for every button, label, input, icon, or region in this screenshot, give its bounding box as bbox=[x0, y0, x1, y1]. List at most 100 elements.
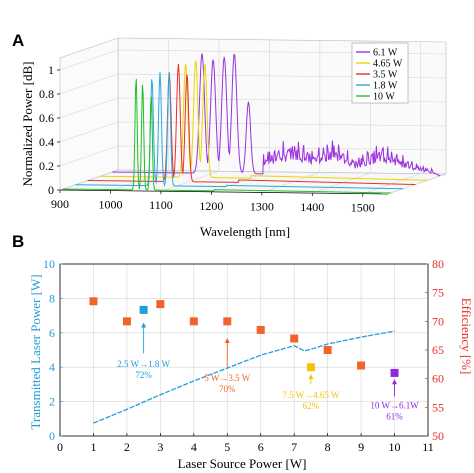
grid-line-wavelength bbox=[261, 40, 321, 193]
left-y-tick-label: 8 bbox=[49, 291, 55, 305]
efficiency-point bbox=[223, 317, 232, 326]
grid-line-height bbox=[59, 97, 447, 119]
efficiency-point bbox=[139, 305, 148, 314]
panel-a-x-axis-label: Wavelength [nm] bbox=[200, 224, 290, 239]
x-tick-label: 1500 bbox=[351, 201, 375, 215]
annotation-arrowhead bbox=[224, 337, 230, 343]
right-y-tick-label: 55 bbox=[432, 400, 444, 414]
y-tick-label: 0.8 bbox=[39, 87, 54, 101]
right-y-tick-label: 60 bbox=[432, 372, 444, 386]
efficiency-point bbox=[306, 363, 315, 372]
x-tick-label: 1000 bbox=[98, 198, 122, 212]
left-y-tick-label: 10 bbox=[43, 257, 55, 271]
efficiency-point bbox=[122, 317, 131, 326]
x-tick-label: 1400 bbox=[300, 200, 324, 214]
annotation-label: 62% bbox=[303, 401, 320, 411]
annotation-arrowhead bbox=[392, 379, 398, 385]
panel-b-chart: 2.5 W→1.8 W72% 5 W→3.5 W70%7.5 W→4.65 W62… bbox=[28, 257, 474, 471]
x-tick-label: 7 bbox=[291, 440, 297, 454]
right-y-tick-label: 50 bbox=[432, 429, 444, 443]
x-tick-label: 1200 bbox=[199, 199, 223, 213]
efficiency-point bbox=[390, 368, 399, 377]
x-tick-label: 0 bbox=[57, 440, 63, 454]
panel-a-legend: 6.1 W4.65 W3.5 W1.8 W10 W bbox=[351, 42, 409, 104]
panel-b-efficiency-points bbox=[89, 297, 399, 377]
efficiency-point bbox=[189, 317, 198, 326]
annotation-label: 10 W→6.1W bbox=[370, 400, 419, 410]
x-tick-label: 3 bbox=[157, 440, 163, 454]
x-tick-label: 1100 bbox=[149, 198, 173, 212]
x-tick-label: 1300 bbox=[250, 199, 274, 213]
annotation-label: 61% bbox=[386, 411, 403, 421]
spectrum-10-Ww bbox=[62, 78, 391, 194]
panel-a-x-ticks: 900 1000 1100 1200 1300 1400 1500 bbox=[51, 189, 389, 215]
annotation-label: 72% bbox=[135, 370, 152, 380]
x-axis-line bbox=[59, 189, 389, 195]
panel-a-series bbox=[62, 53, 441, 194]
x-tick-label: 900 bbox=[51, 197, 69, 211]
panel-b-right-y-ticks: 50 55 60 65 70 75 80 bbox=[425, 257, 444, 443]
grid-line-height bbox=[59, 121, 447, 143]
efficiency-point bbox=[156, 300, 165, 309]
grid-line-height bbox=[59, 145, 447, 167]
grid-line-wavelength bbox=[362, 41, 422, 194]
y-tick-label: 0.6 bbox=[39, 111, 54, 125]
panel-letter-a: A bbox=[12, 31, 24, 50]
x-tick-label: 9 bbox=[358, 440, 364, 454]
left-y-tick-label: 6 bbox=[49, 326, 55, 340]
y-tick-label: 0.2 bbox=[39, 159, 54, 173]
spectrum-6-1-Ww bbox=[112, 53, 441, 177]
legend-box bbox=[351, 42, 409, 104]
x-tick-label: 10 bbox=[389, 440, 401, 454]
panel-a-y-axis-label: Normalized Power [dB] bbox=[20, 62, 35, 187]
x-tick-label: 11 bbox=[422, 440, 434, 454]
spectrum-1-8-Ww bbox=[75, 71, 404, 190]
panel-b-transmitted-line bbox=[93, 330, 395, 424]
right-y-tick-label: 80 bbox=[432, 257, 444, 271]
right-y-tick-label: 65 bbox=[432, 343, 444, 357]
annotation-label: 70% bbox=[219, 384, 236, 394]
legend-entry: 3.5 W bbox=[373, 70, 398, 81]
y-tick-label: 0 bbox=[48, 183, 54, 197]
efficiency-point bbox=[357, 361, 366, 370]
grid-line-height bbox=[59, 49, 447, 71]
panel-a-chart: 0 0.2 0.4 0.6 0.8 1 900 1000 1100 1200 1300 1400 15… bbox=[20, 37, 447, 239]
panel-b-x-axis-label: Laser Source Power [W] bbox=[178, 456, 307, 471]
right-y-tick-label: 75 bbox=[432, 286, 444, 300]
y-tick-label: 1 bbox=[48, 63, 54, 77]
annotation-label: 5 W→3.5 W bbox=[204, 373, 250, 383]
transmitted-power-line bbox=[93, 330, 395, 424]
spectrum-4-65-Ww bbox=[99, 60, 428, 181]
left-y-tick-label: 2 bbox=[49, 395, 55, 409]
efficiency-point bbox=[290, 334, 299, 343]
annotation-label: 7.5 W→4.65 W bbox=[282, 390, 340, 400]
right-y-tick-label: 70 bbox=[432, 314, 444, 328]
y-tick-label: 0.4 bbox=[39, 135, 54, 149]
panel-b-left-y-axis-label: Transmitted Laser Power [W] bbox=[28, 274, 43, 429]
panel-b-annotations: 2.5 W→1.8 W72% 5 W→3.5 W70% 7.5 W→4.65 W62… bbox=[117, 322, 419, 421]
legend-entry: 4.65 W bbox=[373, 59, 403, 70]
legend-entry: 1.8 W bbox=[373, 81, 398, 92]
left-y-tick-label: 0 bbox=[49, 429, 55, 443]
panel-letter-b: B bbox=[12, 232, 24, 251]
panel-b-left-y-ticks: 0 2 4 6 8 10 bbox=[43, 257, 63, 443]
x-tick-label: 6 bbox=[258, 440, 264, 454]
legend-entry: 10 W bbox=[373, 92, 395, 103]
x-tick-label: 5 bbox=[224, 440, 230, 454]
spectrum-3-5-Ww bbox=[87, 63, 416, 185]
x-tick-label: 1 bbox=[90, 440, 96, 454]
side-wall bbox=[59, 37, 119, 191]
annotation-arrowhead bbox=[308, 374, 314, 380]
efficiency-point bbox=[256, 325, 265, 334]
panel-a-y-ticks: 0 0.2 0.4 0.6 0.8 1 bbox=[39, 63, 60, 197]
panel-b-right-y-axis-label: Efficiency [%] bbox=[459, 298, 474, 375]
x-tick-label: 2 bbox=[124, 440, 130, 454]
efficiency-point bbox=[89, 297, 98, 306]
x-tick-label: 4 bbox=[191, 440, 197, 454]
x-tick-label: 8 bbox=[325, 440, 331, 454]
grid-line-height bbox=[59, 73, 447, 95]
efficiency-point bbox=[323, 346, 332, 354]
annotation-label: 2.5 W→1.8 W bbox=[117, 359, 170, 369]
grid-line-wavelength bbox=[160, 39, 220, 192]
